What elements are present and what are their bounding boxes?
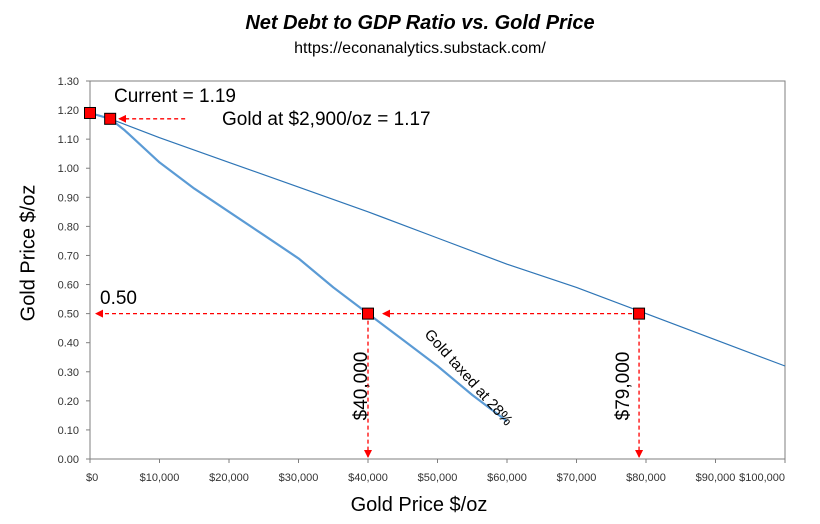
label-gold-2900: Gold at $2,900/oz = 1.17 — [222, 109, 431, 130]
label-40000: $40,000 — [351, 352, 372, 421]
chart-subtitle: https://econanalytics.substack.com/ — [294, 40, 546, 57]
x-tick-label: $40,000 — [348, 472, 388, 484]
series-line-taxed — [89, 111, 508, 423]
x-tick-label: $10,000 — [140, 472, 180, 484]
label-current: Current = 1.19 — [114, 86, 236, 107]
y-tick-label: 1.00 — [58, 163, 79, 175]
x-tick-label: $100,000 — [739, 472, 785, 484]
chart-title: Net Debt to GDP Ratio vs. Gold Price — [245, 12, 595, 34]
label-level-050: 0.50 — [100, 288, 137, 309]
y-tick-label: 0.60 — [58, 280, 79, 292]
x-tick-label: $50,000 — [418, 472, 458, 484]
series-line-untaxed — [89, 112, 786, 367]
y-tick-label: 0.90 — [58, 192, 79, 204]
y-tick-label: 0.10 — [58, 425, 79, 437]
y-tick-label: 0.40 — [58, 338, 79, 350]
x-tick-label: $70,000 — [557, 472, 597, 484]
x-tick-label: $90,000 — [696, 472, 736, 484]
marker-gold-2900 — [104, 112, 117, 125]
plot-frame — [89, 80, 786, 460]
y-tick-label: 0.30 — [58, 367, 79, 379]
y-tick-label: 0.80 — [58, 221, 79, 233]
x-tick-label: $30,000 — [279, 472, 319, 484]
x-tick-label: $60,000 — [487, 472, 527, 484]
label-taxed-series: Gold taxed at 28% — [421, 326, 516, 429]
marker-79000 — [633, 307, 646, 320]
y-tick-label: 1.30 — [58, 76, 79, 88]
marker-current — [84, 106, 96, 119]
y-tick-label: 1.10 — [58, 134, 79, 146]
y-tick-label: 1.20 — [58, 105, 79, 117]
x-axis-label: Gold Price $/oz — [350, 494, 488, 516]
x-tick-label: $80,000 — [626, 472, 666, 484]
y-tick-label: 0.50 — [58, 309, 79, 321]
x-tick-label: $0 — [86, 472, 98, 484]
marker-40000 — [362, 307, 374, 320]
label-79000: $79,000 — [613, 352, 634, 421]
y-tick-label: 0.20 — [58, 396, 79, 408]
y-tick-label: 0.70 — [58, 250, 79, 262]
x-tick-label: $20,000 — [209, 472, 249, 484]
y-tick-label: 0.00 — [58, 454, 79, 466]
